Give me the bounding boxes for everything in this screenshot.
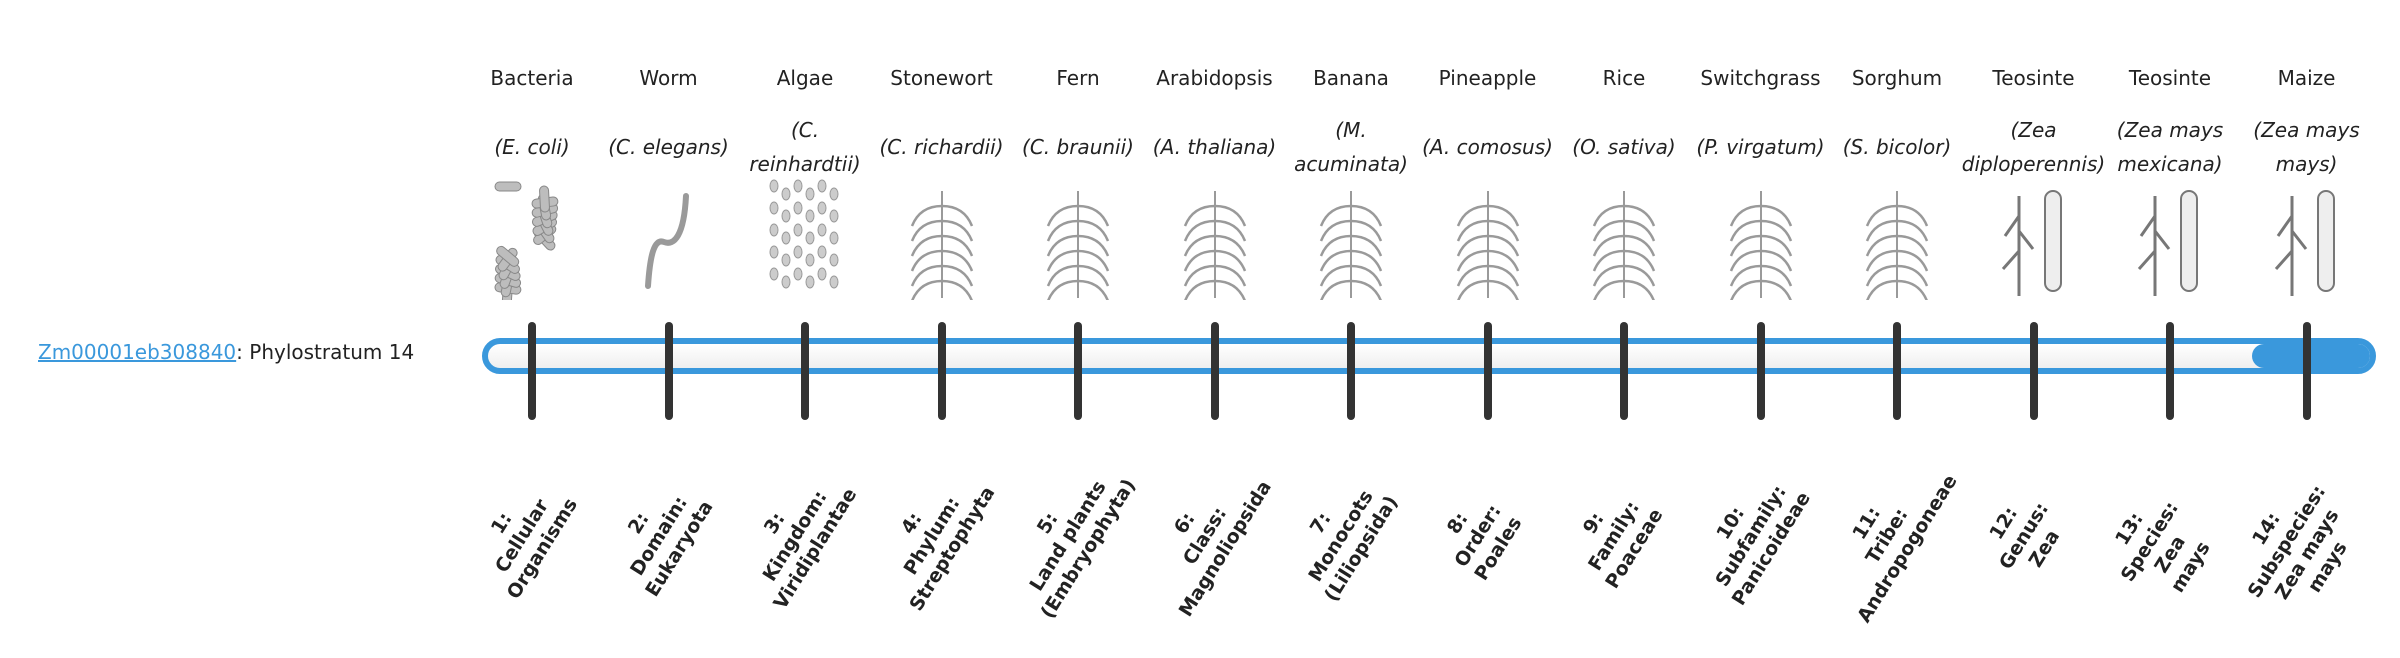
phylostratum-bar-fill [2252,344,2370,368]
organism-species: (C. elegans) [599,112,739,182]
sorghum-icon [1827,176,1967,300]
species-name: (P. virgatum) [1696,135,1825,159]
organism-common-name: Arabidopsis [1156,66,1273,90]
stratum-tick [664,322,673,420]
maize-icon [2237,176,2377,300]
organism-common-name: Fern [1056,66,1100,90]
stratum-label: 3: Kingdom: Viridiplantae [758,484,862,614]
organism-species: (S. bicolor) [1827,112,1967,182]
organism-common-name: Teosinte [2128,66,2212,90]
stratum-tick [801,322,809,420]
stratum-tick [2029,322,2038,420]
stratum-tick [528,322,536,420]
organism-species: (C. reinhardtii) [735,112,875,182]
organism-species: (A. thaliana) [1145,112,1285,182]
stratum-label: 11: Tribe: Andropogoneae [1848,470,1962,627]
arabidopsis-icon [1145,176,1285,300]
stratum-tick [1620,322,1628,420]
stratum-tick [1210,322,1219,420]
species-name: (Zea diploperennis) [1961,118,2106,176]
stratum-label: 5: Land plants (Embryophyta) [1025,475,1141,623]
organism-species: (E. coli) [462,112,602,182]
species-name: (E. coli) [494,135,570,159]
organism-common-name: Maize [2277,66,2336,90]
stratum-tick [1347,322,1355,420]
organism-common-name: Bacteria [490,66,574,90]
organism-species: (Zea diploperennis) [1961,112,2106,182]
organism-common-name: Worm [639,66,698,90]
teosinte-icon [1964,176,2104,300]
organism-common-name: Rice [1602,66,1646,90]
organism-common-name: Teosinte [1992,66,2075,90]
rice-icon [1554,176,1694,300]
worm-icon [599,176,739,300]
species-name: (C. richardii) [879,135,1004,159]
stratum-label: 7: Monocots (Liliopsida) [1304,486,1403,606]
species-name: (O. sativa) [1572,135,1676,159]
organism-species: (P. virgatum) [1691,112,1831,182]
stratum-tick [2166,322,2174,420]
teosinte-mexicana-icon [2100,176,2240,300]
organism-common-name: Stonewort [890,66,993,90]
stratum-label: 2: Domain: Eukaryota [623,492,717,601]
stratum-tick [1756,322,1765,420]
stratum-label: 10: Subfamily: Panicoideae [1710,481,1815,610]
stratum-tick [1074,322,1082,420]
phylostratum-bar [482,338,2376,374]
species-name: (M. acuminata) [1294,118,1408,176]
pineapple-icon [1418,176,1558,300]
stratum-label: 1: Cellular Organisms [486,494,582,604]
species-name: (S. bicolor) [1842,135,1952,159]
species-name: (C. elegans) [608,135,729,159]
species-name: (Zea mays mays) [2253,118,2360,176]
stratum-label: 4: Phylum: Streptophyta [896,482,999,615]
organism-species: (M. acuminata) [1281,112,1421,182]
organism-species: (Zea mays mexicana) [2100,112,2240,182]
stratum-label: 14: Subspecies: Zea mays mays [2243,481,2352,604]
gene-label: Zm00001eb308840: Phylostratum 14 [38,340,414,364]
stonewort-icon [872,176,1012,300]
organism-common-name: Algae [776,66,834,90]
switchgrass-icon [1691,176,1831,300]
bacteria-icon [462,176,602,300]
organism-species: (C. braunii) [1008,112,1148,182]
species-name: (Zea mays mexicana) [2116,118,2224,176]
organism-common-name: Sorghum [1851,66,1943,90]
stratum-tick [937,322,946,420]
algae-icon [735,176,875,300]
species-name: (C. braunii) [1022,135,1134,159]
stratum-tick [1893,322,1901,420]
species-name: (A. thaliana) [1152,135,1277,159]
stratum-label: 6: Class: Magnoliopsida [1169,476,1276,621]
species-name: (A. comosus) [1422,135,1553,159]
stratum-tick [1483,322,1492,420]
organism-species: (A. comosus) [1418,112,1558,182]
organism-species: (O. sativa) [1554,112,1694,182]
fern-icon [1008,176,1148,300]
stratum-label: 9: Family: Poaceae [1578,497,1668,593]
banana-icon [1281,176,1421,300]
organism-species: (Zea mays mays) [2237,112,2377,182]
gene-id-link[interactable]: Zm00001eb308840 [38,340,237,364]
phylostratum-text: : Phylostratum 14 [236,340,415,364]
organism-species: (C. richardii) [872,112,1012,182]
organism-common-name: Pineapple [1438,66,1537,90]
stratum-label: 8: Order: Poales [1442,500,1526,585]
organism-common-name: Banana [1313,66,1389,90]
species-name: (C. reinhardtii) [749,118,861,176]
stratum-tick [2302,322,2311,420]
organism-common-name: Switchgrass [1700,66,1821,90]
